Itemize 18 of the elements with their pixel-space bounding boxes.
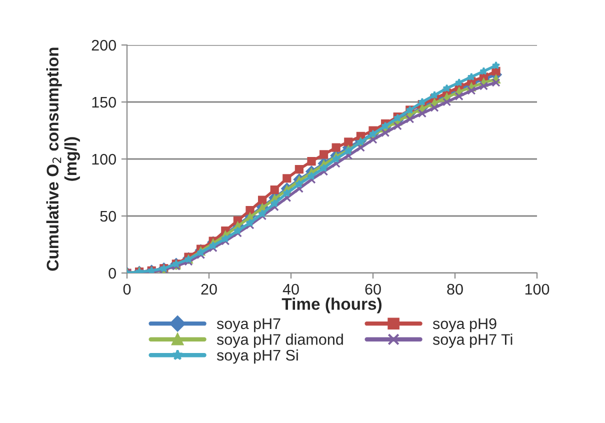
x-tick-label: 0 [123,284,131,295]
legend-label: soya pH7 Ti [432,334,512,348]
y-axis-title: Cumulative O$_{2}$ consumption (mg/l) [46,48,80,271]
legend-label: soya pH9 [432,318,496,332]
legend-label: soya pH7 diamond [216,334,343,348]
x-tick-label: 40 [282,284,299,295]
x-tick-label: 100 [525,284,550,295]
y-tick-label: 150 [92,96,116,108]
legend-label: soya pH7 [216,318,280,332]
x-tick-label: 20 [201,284,217,295]
y-tick-label: 50 [100,210,116,222]
x-tick-label: 60 [365,284,381,295]
y-tick-label: 200 [92,40,116,51]
x-axis-title: Time (hours) [282,298,382,314]
y-tick-label: 0 [108,268,116,279]
y-tick-label: 100 [92,154,116,165]
legend-label: soya pH7 Si [216,349,298,364]
x-tick-label: 80 [447,284,463,295]
